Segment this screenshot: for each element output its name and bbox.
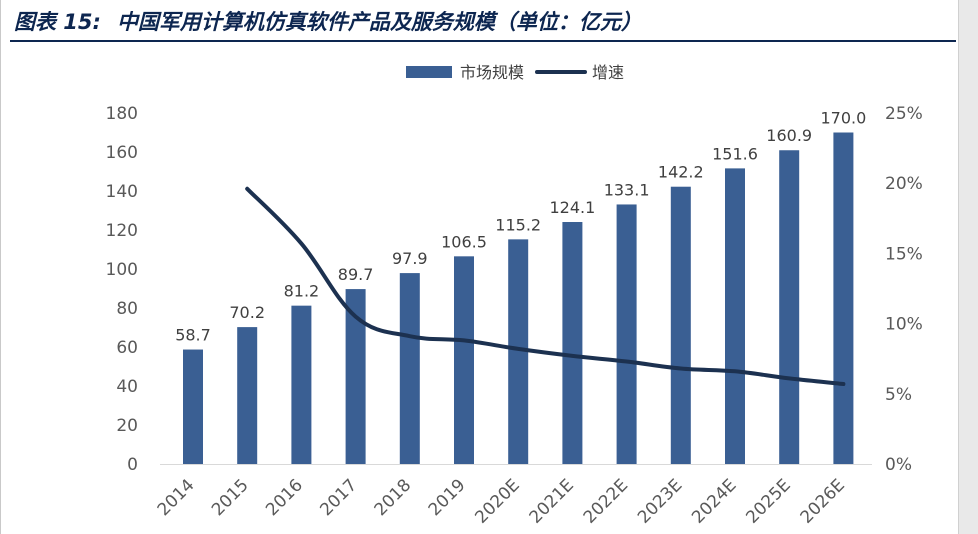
bar: [725, 168, 745, 464]
x-axis: 2014 2015 2016 2017 2018 2019 2020E 2021E 2022E 2…: [154, 464, 872, 528]
bar-value-label: 115.2: [495, 215, 541, 234]
bar-series: [183, 132, 854, 464]
bar: [508, 239, 529, 464]
bar-value-label: 160.9: [766, 126, 812, 145]
x-axis-tick-label: 2022E: [580, 475, 632, 527]
growth-line: [245, 186, 846, 386]
left-axis-tick-label: 180: [106, 104, 138, 124]
bar-value-label: 133.1: [604, 180, 650, 199]
bar-value-label: 70.2: [229, 303, 265, 322]
x-axis-tick-label: 2015: [208, 475, 253, 520]
bar: [670, 186, 691, 464]
bar: [616, 204, 637, 464]
x-axis-tick-label: 2023E: [634, 475, 686, 527]
x-axis-tick-label: 2016: [262, 475, 307, 520]
bar: [779, 150, 800, 464]
bar-value-label: 124.1: [549, 198, 595, 217]
right-axis-tick-label: 20%: [885, 174, 923, 194]
bar: [183, 349, 203, 464]
x-axis-tick-label: 2020E: [471, 475, 523, 527]
bar: [237, 327, 258, 464]
x-axis-tick-label: 2014: [154, 475, 199, 520]
left-axis: 0 20 40 60 80 100 120 140 160 180: [106, 104, 138, 475]
bar-value-label: 81.2: [284, 282, 320, 301]
left-axis-tick-label: 100: [106, 260, 138, 280]
bar-value-labels: 58.7 70.2 81.2 89.7 97.9 106.5 115.2 124.1 133.1…: [175, 109, 866, 345]
bar: [345, 289, 366, 464]
x-axis-tick-label: 2025E: [742, 475, 794, 527]
chart-title: 图表 15: 中国军用计算机仿真软件产品及服务规模（单位：亿元）: [14, 6, 642, 36]
bar-value-label: 89.7: [338, 265, 374, 284]
x-axis-tick-label: 2018: [371, 475, 416, 520]
left-axis-tick-label: 0: [127, 455, 138, 475]
bar-value-label: 97.9: [392, 249, 428, 268]
chart-title-text: 中国军用计算机仿真软件产品及服务规模（单位：亿元）: [116, 10, 642, 34]
x-axis-tick-label: 2024E: [688, 475, 740, 527]
bar: [291, 305, 312, 464]
left-axis-tick-label: 160: [106, 143, 138, 163]
chart-title-prefix: 图表 15:: [14, 10, 101, 34]
x-axis-tick-label: 2026E: [797, 475, 849, 527]
legend-bar-swatch: [406, 66, 452, 78]
left-axis-tick-label: 140: [106, 182, 138, 202]
growth-line-series: [245, 186, 846, 386]
bar: [833, 132, 854, 464]
chart-legend: 市场规模 增速: [406, 63, 624, 82]
bar: [399, 273, 420, 464]
bar: [562, 222, 583, 464]
right-axis-tick-label: 15%: [885, 244, 923, 264]
left-axis-tick-label: 60: [116, 338, 138, 358]
bar-value-label: 151.6: [712, 144, 758, 163]
bar-value-label: 170.0: [820, 109, 866, 128]
right-axis-tick-label: 0%: [885, 455, 912, 475]
bar-value-label: 58.7: [175, 326, 211, 345]
bar-value-label: 142.2: [658, 163, 704, 182]
left-axis-tick-label: 120: [106, 221, 138, 241]
right-axis-tick-label: 10%: [885, 315, 923, 335]
x-axis-tick-label: 2019: [425, 475, 470, 520]
x-axis-tick-label: 2017: [316, 475, 361, 520]
left-axis-tick-label: 20: [116, 416, 138, 436]
right-edge-strip: [958, 0, 978, 534]
left-axis-tick-label: 80: [116, 299, 138, 319]
bar: [454, 256, 474, 464]
title-underline: [10, 40, 956, 42]
right-axis-tick-label: 5%: [885, 385, 912, 405]
left-axis-tick-label: 40: [116, 377, 138, 397]
legend-label-market-size: 市场规模: [460, 63, 524, 82]
legend-label-growth: 增速: [592, 63, 624, 82]
right-axis-tick-label: 25%: [885, 104, 923, 124]
bar-value-label: 106.5: [441, 232, 487, 251]
left-border: [0, 0, 1, 534]
x-axis-tick-label: 2021E: [526, 475, 578, 527]
right-axis: 0% 5% 10% 15% 20% 25%: [885, 104, 923, 475]
